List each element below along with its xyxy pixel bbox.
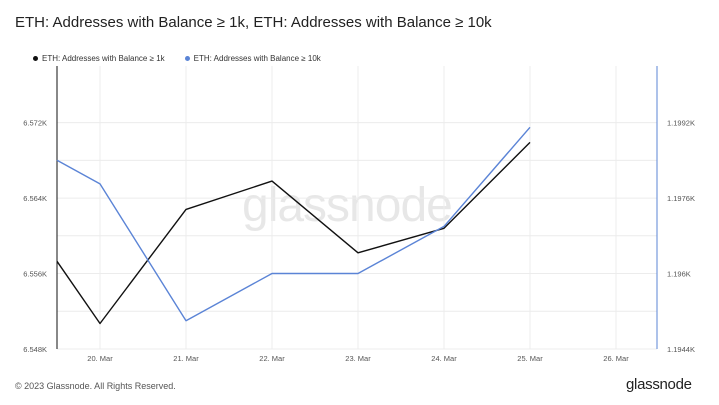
legend: ETH: Addresses with Balance ≥ 1k ETH: Ad… xyxy=(33,54,321,63)
x-tick-label: 26. Mar xyxy=(603,354,629,363)
series-line-10k xyxy=(56,126,531,322)
legend-item-1k[interactable]: ETH: Addresses with Balance ≥ 1k xyxy=(33,54,165,63)
y-tick-label-right: 1.1976K xyxy=(667,194,695,203)
legend-dot-1k xyxy=(33,56,38,61)
legend-label-1k: ETH: Addresses with Balance ≥ 1k xyxy=(42,54,165,63)
y-tick-label-right: 1.196K xyxy=(667,270,691,279)
series-line-1k xyxy=(56,141,531,325)
x-tick-label: 22. Mar xyxy=(259,354,285,363)
y-tick-label-left: 6.548K xyxy=(23,345,47,354)
brand-logo: glassnode xyxy=(626,376,692,393)
y-tick-label-right: 1.1992K xyxy=(667,119,695,128)
x-tick-label: 23. Mar xyxy=(345,354,371,363)
chart-title: ETH: Addresses with Balance ≥ 1k, ETH: A… xyxy=(15,14,492,31)
x-tick-label: 25. Mar xyxy=(517,354,543,363)
y-tick-label-left: 6.564K xyxy=(23,194,47,203)
legend-item-10k[interactable]: ETH: Addresses with Balance ≥ 10k xyxy=(184,54,321,63)
y-tick-label-left: 6.572K xyxy=(23,119,47,128)
x-tick-label: 20. Mar xyxy=(87,354,113,363)
legend-label-10k: ETH: Addresses with Balance ≥ 10k xyxy=(193,54,321,63)
y-tick-label-left: 6.556K xyxy=(23,270,47,279)
legend-dot-10k xyxy=(184,56,190,61)
y-tick-label-right: 1.1944K xyxy=(667,345,695,354)
x-tick-label: 24. Mar xyxy=(431,354,457,363)
copyright-footer: © 2023 Glassnode. All Rights Reserved. xyxy=(15,381,176,391)
x-tick-label: 21. Mar xyxy=(173,354,199,363)
